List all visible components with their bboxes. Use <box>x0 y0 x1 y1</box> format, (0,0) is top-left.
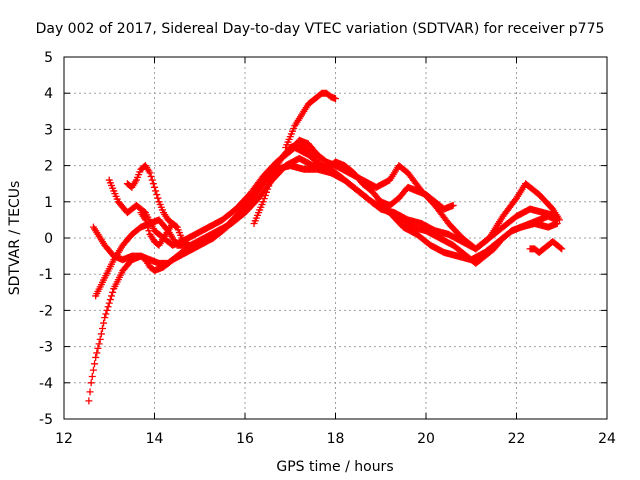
series-s3 <box>92 154 561 300</box>
data-point <box>104 303 112 311</box>
x-tick-label: 14 <box>146 431 164 447</box>
data-point <box>93 349 101 357</box>
series-s6 <box>137 209 190 249</box>
x-tick-label: 18 <box>327 431 345 447</box>
y-tick-label: 1 <box>44 195 53 211</box>
data-point <box>103 306 111 314</box>
data-point <box>108 292 116 300</box>
data-point <box>147 172 155 180</box>
x-axis-label: GPS time / hours <box>276 459 393 475</box>
data-point <box>91 360 99 368</box>
data-point <box>100 319 108 327</box>
data-point <box>86 388 94 396</box>
data-point <box>95 340 103 348</box>
data-point <box>94 344 102 352</box>
y-axis-label: SDTVAR / TECUs <box>7 181 23 296</box>
data-point <box>262 188 270 196</box>
y-tick-label: 5 <box>44 50 53 66</box>
data-point <box>87 379 95 387</box>
data-point <box>143 220 151 228</box>
data-point <box>557 244 565 252</box>
y-tick-label: -4 <box>39 376 53 392</box>
x-tick-label: 16 <box>236 431 254 447</box>
data-point <box>148 176 156 184</box>
data-layer <box>85 89 566 405</box>
data-point <box>259 198 267 206</box>
x-tick-label: 20 <box>417 431 435 447</box>
data-point <box>85 397 93 405</box>
data-point <box>88 372 96 380</box>
y-tick-label: 3 <box>44 122 53 138</box>
plot-frame <box>63 56 608 420</box>
y-tick-label: -5 <box>39 412 53 428</box>
data-point <box>96 335 104 343</box>
chart-title: Day 002 of 2017, Sidereal Day-to-day VTE… <box>36 21 605 37</box>
data-point <box>106 296 114 304</box>
grid-layer <box>64 57 607 419</box>
y-tick-label: -3 <box>39 340 53 356</box>
data-point <box>264 185 272 193</box>
data-point <box>146 169 154 177</box>
data-point <box>553 220 561 228</box>
data-point <box>266 179 274 187</box>
data-point <box>105 299 113 307</box>
data-point <box>154 194 162 202</box>
data-point <box>172 222 180 230</box>
data-point <box>152 187 160 195</box>
data-point <box>141 216 149 224</box>
series-s4 <box>105 136 563 253</box>
data-point <box>89 366 97 374</box>
data-point <box>145 227 153 235</box>
data-point <box>558 245 566 253</box>
data-point <box>98 325 106 332</box>
data-point <box>267 176 275 184</box>
series-s8 <box>250 140 457 228</box>
data-point <box>109 288 117 296</box>
data-point <box>265 182 273 190</box>
data-point <box>102 310 110 318</box>
y-tick-label: 4 <box>44 86 53 102</box>
x-tick-label: 24 <box>598 431 616 447</box>
series-s7 <box>282 89 339 151</box>
data-point <box>97 330 105 338</box>
data-point <box>153 191 161 199</box>
data-point <box>449 201 457 209</box>
y-tick-label: 0 <box>44 231 53 247</box>
data-point <box>261 191 269 199</box>
x-tick-label: 12 <box>55 431 73 447</box>
data-point <box>92 353 100 361</box>
data-point <box>332 95 339 103</box>
data-point <box>149 180 157 188</box>
y-tick-label: -1 <box>39 267 53 283</box>
tick-layer: 12 14 16 18 20 22 24 5 4 3 2 1 0 -1 -2 -3 -4 -5 <box>39 50 616 447</box>
y-tick-label: -2 <box>39 303 53 319</box>
data-point <box>101 314 109 322</box>
data-point <box>151 183 158 191</box>
y-tick-label: 2 <box>44 159 53 175</box>
data-point <box>182 241 190 249</box>
data-point <box>144 223 152 231</box>
series-s9 <box>526 238 566 256</box>
data-point <box>555 216 563 224</box>
data-point <box>260 195 268 203</box>
x-tick-label: 22 <box>508 431 526 447</box>
